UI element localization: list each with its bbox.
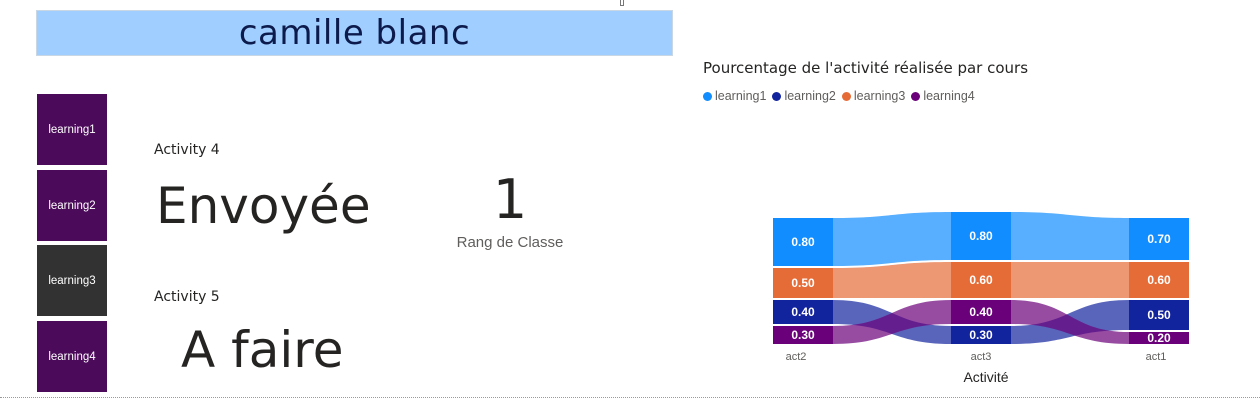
student-name: camille blanc [238,13,471,53]
data-label-learning4-act3: 0.40 [969,305,993,319]
bar-learning2-act3[interactable] [951,326,1011,344]
course-button-label: learning4 [48,350,96,363]
data-label-learning3-act2: 0.50 [791,276,815,290]
course-button-learning2[interactable]: learning2 [37,170,107,241]
data-label-learning2-act3: 0.30 [969,328,993,342]
student-name-banner: camille blanc [36,10,673,56]
legend-label: learning2 [784,89,836,103]
data-label-learning4-act1: 0.20 [1147,331,1171,345]
activity-4-label: Activity 4 [154,142,220,158]
legend-item-learning2[interactable]: learning2 [772,89,836,103]
bar-learning4-act3[interactable] [951,300,1011,324]
bar-learning2-act1[interactable] [1129,300,1189,330]
legend-label: learning4 [923,89,975,103]
data-label-learning4-act2: 0.30 [791,328,815,342]
ribbon-learning3-act3-act1[interactable] [1011,262,1129,298]
bar-learning1-act2[interactable] [773,218,833,266]
chart-title: Pourcentage de l'activité réalisée par c… [703,59,1029,77]
legend-label: learning3 [853,89,906,103]
legend-item-learning1[interactable]: learning1 [703,89,766,103]
ribbon-learning3-act2-act3[interactable] [833,262,951,298]
activity-5-status: A faire [181,321,344,379]
course-button-learning3[interactable]: learning3 [37,245,107,316]
legend-item-learning4[interactable]: learning4 [911,89,975,103]
course-button-label: learning1 [48,123,96,136]
legend-dot-icon [703,91,712,101]
ribbon-learning4-act2-act3[interactable] [833,300,951,344]
data-label-learning1-act1: 0.70 [1147,232,1171,246]
legend-dot-icon [841,91,851,101]
ribbon-learning1-act2-act3[interactable] [833,212,951,266]
x-tick-label: act1 [1146,351,1167,363]
chart-legend: learning1 learning2 learning3 learning4 [703,89,975,103]
ribbon-learning4-act3-act1[interactable] [1011,300,1129,344]
bar-learning3-act2[interactable] [773,268,833,298]
bar-learning4-act2[interactable] [773,326,833,344]
x-tick-label: act2 [786,351,807,363]
x-axis-label: Activité [963,369,1008,385]
data-label-learning2-act2: 0.40 [791,305,815,319]
data-label-learning1-act2: 0.80 [791,235,815,249]
x-tick-label: act3 [971,351,992,363]
bar-learning3-act1[interactable] [1129,262,1189,298]
course-button-label: learning2 [48,199,96,212]
activity-5-label: Activity 5 [154,289,220,305]
course-button-learning1[interactable]: learning1 [37,94,107,165]
page-divider [0,397,1260,398]
data-label-learning2-act1: 0.50 [1147,308,1171,322]
rank-label: Rang de Classe [456,234,564,251]
legend-item-learning3[interactable]: learning3 [841,89,906,103]
legend-label: learning1 [715,89,767,103]
visual-header-icon [620,0,624,6]
rank-value: 1 [492,168,528,231]
bar-learning1-act1[interactable] [1129,218,1189,260]
data-label-learning1-act3: 0.80 [969,229,993,243]
activity-4-status: Envoyée [156,177,371,235]
course-button-label: learning3 [48,274,96,287]
bar-learning4-act1[interactable] [1129,332,1189,344]
data-label-learning3-act1: 0.60 [1147,273,1171,287]
course-button-learning4[interactable]: learning4 [37,321,107,392]
legend-dot-icon [772,91,782,101]
legend-dot-icon [911,91,921,101]
bar-learning1-act3[interactable] [951,212,1011,260]
bar-learning2-act2[interactable] [773,300,833,324]
data-label-learning3-act3: 0.60 [969,273,993,287]
ribbon-learning1-act3-act1[interactable] [1011,212,1129,260]
bar-learning3-act3[interactable] [951,262,1011,298]
